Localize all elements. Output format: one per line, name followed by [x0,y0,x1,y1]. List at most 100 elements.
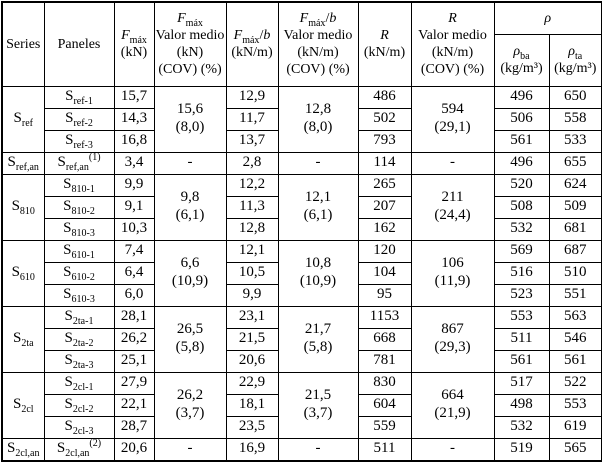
panel-cell: S2cl-3 [43,415,115,439]
fmax-b-value: 13,7 [225,129,279,153]
fmax-value: 27,9 [113,371,155,395]
panel-cell-text: S [64,374,73,391]
table-row: S810-3 10,3 12,8 162 532 681 [2,217,602,241]
table-row: S2cl-2 22,1 18,1 604 498 553 [2,393,602,417]
panel-cell-text: S [64,352,73,369]
fmax-medio: 9,8 (6,1) [153,173,227,241]
fmax-value: 28,1 [113,305,155,329]
fmax-medio-cov: (10,9) [171,273,209,289]
panel-cell-text: S [64,418,73,435]
rho-ba-value: 553 [493,305,550,329]
r-formula: R [380,28,389,44]
col-header-rho-ta: ρta (kg/m³) [548,33,602,87]
panel-cell-text: S [63,176,72,193]
col-header-rho: ρ [493,1,602,35]
panel-cell: S2ta-2 [43,327,115,351]
panel-cell: S810-1 [43,173,115,197]
r-value: 511 [357,437,412,461]
fmax-b-medio-value: 12,8 [304,101,332,118]
fmax-b-formula: Fmáx/b [299,11,337,29]
col-header-series: Series [1,1,45,87]
fmax-b-medio-cov: (5,8) [303,339,333,355]
panel-cell: S2ta-3 [43,349,115,373]
fmax-medio-value: 15,6 [176,101,204,118]
panel-cell: Sref-3 [43,129,115,153]
panel-cell-text: S [56,440,66,457]
panel-cell-text: S [63,286,72,303]
fmax-b-medio: 10,8 (10,9) [277,239,359,307]
r-value: 559 [357,415,412,439]
panel-cell: S810-2 [43,195,115,219]
table-row: Sref Sref-1 15,7 15,6 (8,0) 12,9 12,8 (8,0) 486 5… [1,85,602,153]
fmax-b-value: 11,7 [225,107,279,131]
rho-ba-value: 496 [493,85,550,109]
rho-ba-value: 517 [493,371,550,395]
fmax-medio: - [153,151,227,175]
r-medio-value: 867 [441,321,464,338]
fmax-b-value: 12,8 [225,217,279,241]
rho-ta-value: 687 [548,239,602,263]
panel-cell: Sref,an(1) [43,151,115,175]
series-cell-text: S [12,396,22,413]
fmax-b-value: 10,5 [225,261,279,285]
series-cell: S810 [1,173,45,241]
rho-ba-value: 496 [493,151,550,175]
panel-cell: S610-3 [43,283,115,307]
r-value: 207 [357,195,412,219]
fmax-unit: (kN) [120,45,148,61]
r-value: 104 [357,261,412,285]
r-value: 604 [357,393,412,417]
table-row: S810-2 9,1 11,3 207 508 509 [2,195,602,219]
col-header-rho-ba: ρba (kg/m³) [493,33,550,87]
r-value: 830 [357,371,412,395]
fmax-value: 9,9 [113,173,155,197]
col-header-fmax-b: Fmáx/b (kN/m) [225,1,279,87]
fmax-value: 6,4 [113,261,155,285]
fmax-b-value: 12,1 [225,239,279,263]
r-medio: 211 (24,4) [410,173,495,241]
valor-medio-label: Valor medio [283,28,353,44]
r-medio-cov: (29,1) [434,119,471,135]
panel-cell: Sref-1 [43,85,115,109]
r-medio-value: 594 [441,101,464,118]
fmax-b-value: 22,9 [225,371,279,395]
rho-ba-formula: ρba [513,43,530,62]
fmax-medio-cov: (5,8) [175,339,205,355]
rho-ba-value: 506 [493,107,550,131]
fmax-b-medio-cov: (6,1) [303,207,333,223]
fmax-b-formula: Fmáx/b [233,28,271,46]
panel-cell: S2cl,an(2) [43,437,115,461]
fmax-b-value: 11,3 [225,195,279,219]
fmax-b-unit: (kN/m) [231,45,273,61]
rho-ta-unit: (kg/m³) [554,61,597,76]
rho-ta-value: 510 [548,261,602,285]
table-row: S610-3 6,0 9,9 95 523 551 [2,283,602,307]
rho-ta-value: 619 [548,415,602,439]
fmax-value: 26,2 [113,327,155,351]
panel-cell-text: S [65,132,74,149]
col-header-r-medio: R Valor medio (kN/m) (COV) (%) [410,1,495,87]
r-medio: 594 (29,1) [410,85,495,153]
rho-ta-value: 650 [548,85,602,109]
fmax-b-medio: 12,8 (8,0) [277,85,359,153]
fmax-medio-value: 26,2 [176,387,204,404]
r-value: 781 [357,349,412,373]
r-value: 502 [357,107,412,131]
fmax-b-medio-value: 10,8 [304,255,332,272]
r-medio-value: 106 [441,255,464,272]
cov-label: (COV) (%) [286,62,350,78]
r-value: 1153 [357,305,412,329]
fmax-b-medio: - [277,151,359,175]
col-header-fmax: Fmáx (kN) [113,1,155,87]
r-medio-value: 211 [441,189,464,206]
r-medio-cov: (24,4) [434,207,471,223]
series-cell-text: S [7,154,16,171]
panel-cell: Sref-2 [43,107,115,131]
table-row: S2ta S2ta-1 28,1 26,5 (5,8) 23,1 21,7 (5,8) 1153… [1,305,602,373]
r-medio: - [410,151,495,175]
fmax-medio-cov: (3,7) [175,405,205,421]
r-medio: 106 (11,9) [410,239,495,307]
table-row: S2cl S2cl-1 27,9 26,2 (3,7) 22,9 21,5 (3,7) 830 6… [1,371,602,439]
col-header-fmax-b-medio: Fmáx/b Valor medio (kN/m) (COV) (%) [277,1,359,87]
fmax-medio: 26,5 (5,8) [153,305,227,373]
